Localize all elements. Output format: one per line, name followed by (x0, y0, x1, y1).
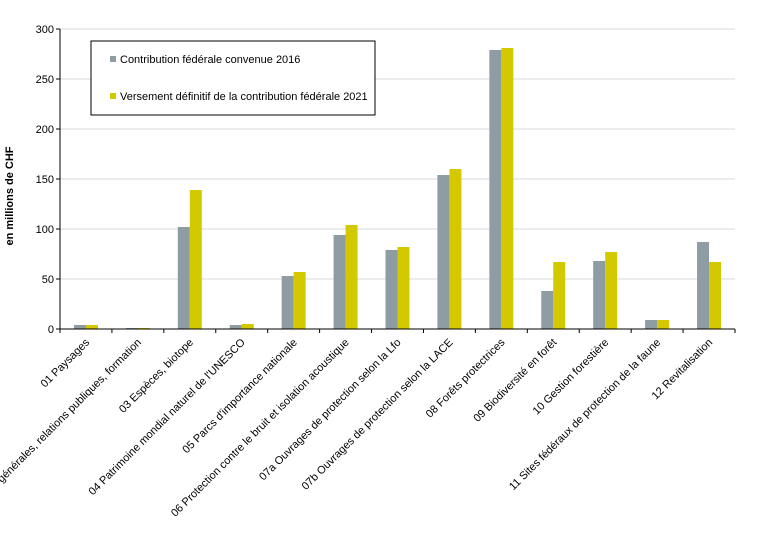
legend: Contribution fédérale convenue 2016 Vers… (90, 40, 376, 116)
y-tick-label-200: 200 (36, 124, 54, 136)
bar-series2-5 (293, 272, 306, 329)
legend-box (90, 40, 376, 116)
y-tick-labels: 0 50 100 150 200 250 300 (36, 24, 54, 336)
bar-series2-6 (345, 225, 358, 329)
bar-series2-8 (449, 169, 462, 329)
bar-series1-1 (73, 325, 86, 329)
bar-series2-4 (241, 324, 254, 329)
legend-swatch-contribution-2016 (110, 56, 116, 62)
bar-series1-3 (177, 227, 190, 329)
bar-series2-12 (657, 320, 670, 329)
y-tick-label-150: 150 (36, 174, 54, 186)
x-category-labels: 01 Paysages02 Bases générales, relations… (0, 336, 715, 520)
bar-series1-4 (229, 325, 242, 329)
bar-series2-3 (189, 190, 202, 329)
y-tick-label-300: 300 (36, 24, 54, 36)
x-category-label-1: 01 Paysages (39, 336, 93, 390)
y-tick-label-50: 50 (42, 274, 54, 286)
bar-series1-6 (333, 235, 346, 329)
legend-label-versement-2021: Versement définitif de la contribution f… (120, 91, 368, 103)
bar-series1-9 (489, 50, 502, 329)
y-tick-label-0: 0 (48, 324, 54, 336)
bar-series1-13 (697, 242, 710, 329)
bar-series2-11 (605, 252, 618, 329)
bar-series2-1 (85, 325, 98, 329)
bar-series2-10 (553, 262, 566, 329)
bar-series2-7 (397, 247, 410, 329)
bar-series2-13 (709, 262, 722, 329)
bar-series1-12 (645, 320, 658, 329)
bar-series1-10 (541, 291, 554, 329)
legend-swatch-versement-2021 (110, 93, 116, 99)
bar-series1-5 (281, 276, 294, 329)
bar-series1-8 (437, 175, 450, 329)
x-category-label-6: 06 Protection contre le bruit et isolati… (169, 337, 352, 520)
y-tick-label-100: 100 (36, 224, 54, 236)
axes (56, 28, 736, 333)
y-tick-label-250: 250 (36, 74, 54, 86)
bar-series1-11 (593, 261, 606, 329)
y-axis-label: en millions de CHF (4, 146, 16, 245)
x-category-label-5: 05 Parcs d'importance nationale (180, 337, 299, 456)
bar-series1-7 (385, 250, 398, 329)
legend-label-contribution-2016: Contribution fédérale convenue 2016 (120, 54, 300, 66)
bar-series2-9 (501, 48, 514, 329)
